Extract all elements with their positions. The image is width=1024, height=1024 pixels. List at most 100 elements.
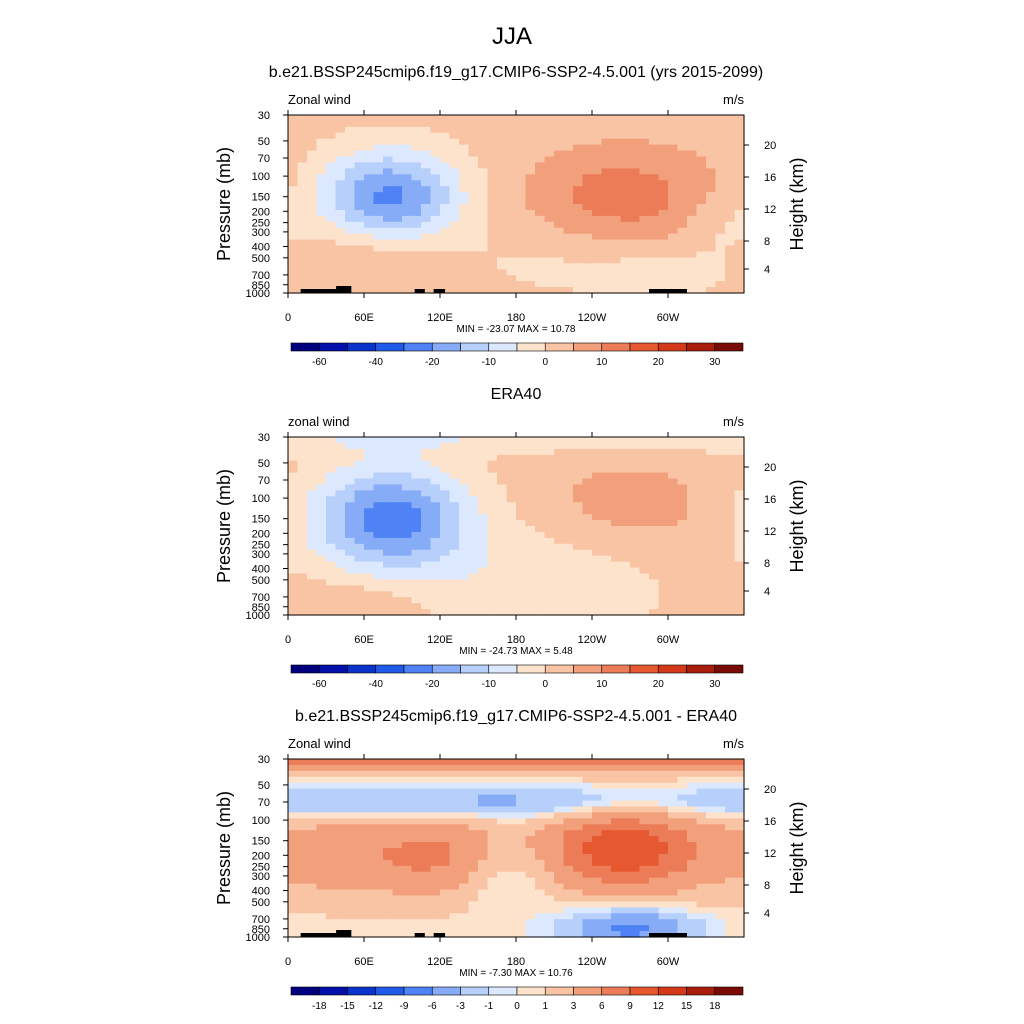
field-cell: [373, 115, 384, 122]
field-cell: [506, 198, 517, 205]
field-cell: [383, 776, 394, 784]
field-cell: [364, 478, 375, 486]
field-cell: [383, 848, 394, 855]
field-cell: [516, 478, 527, 486]
field-cell: [373, 609, 384, 616]
field-cell: [525, 609, 536, 616]
field-cell: [639, 263, 650, 270]
field-cell: [687, 788, 698, 796]
field-cell: [421, 573, 432, 580]
field-cell: [335, 472, 346, 480]
field-cell: [687, 895, 698, 902]
field-cell: [554, 215, 565, 223]
field-cell: [554, 782, 565, 790]
field-cell: [430, 531, 441, 539]
y-tick-label: 300: [252, 549, 270, 561]
panel-1: b.e21.BSSP245cmip6.f19_g17.CMIP6-SSP2-4.…: [214, 64, 807, 368]
field-cell: [668, 257, 679, 264]
colorbar-label: 18: [709, 1001, 721, 1012]
field-cell: [506, 466, 517, 474]
field-cell: [649, 221, 660, 229]
field-cell: [468, 818, 479, 825]
y-tick-label: 30: [258, 110, 270, 122]
field-cell: [658, 227, 669, 235]
field-cell: [430, 895, 441, 902]
field-cell: [544, 806, 555, 813]
field-cell: [364, 555, 375, 563]
field-cell: [706, 931, 717, 938]
field-cell: [544, 120, 555, 128]
field-cell: [373, 889, 384, 897]
field-cell: [668, 251, 679, 258]
variable-label: Zonal wind: [288, 736, 351, 751]
field-cell: [573, 782, 584, 790]
field-cell: [563, 603, 574, 610]
field-cell: [601, 144, 612, 152]
field-cell: [478, 287, 489, 294]
field-cell: [516, 579, 527, 586]
field-cell: [649, 269, 660, 276]
field-cell: [487, 454, 498, 462]
colorbar-swatch: [488, 986, 518, 996]
field-cell: [658, 257, 669, 264]
field-cell: [649, 251, 660, 258]
field-cell: [392, 174, 403, 181]
field-cell: [487, 120, 498, 128]
field-cell: [335, 508, 346, 515]
field-cell: [563, 215, 574, 223]
field-cell: [440, 925, 451, 932]
y-tick-label: 70: [258, 797, 270, 809]
field-cell: [677, 573, 688, 580]
field-cell: [715, 889, 726, 897]
field-cell: [478, 454, 489, 462]
field-cell: [639, 275, 650, 282]
field-cell: [734, 209, 745, 217]
field-cell: [449, 824, 460, 831]
field-cell: [335, 442, 346, 450]
field-cell: [611, 204, 622, 211]
field-cell: [497, 573, 508, 580]
field-cell: [582, 174, 593, 181]
field-cell: [639, 901, 650, 908]
field-cell: [734, 168, 745, 175]
field-cell: [573, 895, 584, 902]
colorbar-label: -3: [456, 1001, 465, 1012]
field-cell: [459, 437, 470, 444]
field-cell: [497, 800, 508, 808]
field-cell: [354, 549, 365, 557]
field-cell: [487, 508, 498, 515]
field-cell: [630, 889, 641, 897]
field-cell: [468, 192, 479, 199]
field-cell: [354, 526, 365, 533]
field-cell: [601, 555, 612, 563]
field-cell: [573, 579, 584, 586]
field-cell: [335, 156, 346, 164]
field-cell: [430, 454, 441, 462]
field-cell: [506, 180, 517, 187]
field-cell: [573, 609, 584, 616]
field-cell: [715, 209, 726, 217]
field-cell: [383, 901, 394, 908]
field-cell: [487, 251, 498, 258]
field-cell: [677, 245, 688, 253]
x-tick-label: 0: [285, 312, 291, 324]
field-cell: [497, 603, 508, 610]
field-cell: [440, 251, 451, 258]
field-cell: [525, 925, 536, 932]
field-cell: [677, 794, 688, 802]
field-cell: [639, 770, 650, 778]
field-cell: [364, 782, 375, 790]
field-cell: [563, 138, 574, 146]
field-cell: [307, 150, 318, 158]
field-cell: [335, 883, 346, 891]
field-cell: [573, 759, 584, 766]
field-cell: [706, 543, 717, 551]
field-cell: [649, 263, 660, 270]
field-cell: [601, 508, 612, 515]
field-cell: [706, 221, 717, 229]
field-cell: [573, 561, 584, 569]
field-cell: [668, 800, 679, 808]
field-cell: [335, 776, 346, 784]
field-cell: [582, 472, 593, 480]
field-cell: [592, 925, 603, 932]
